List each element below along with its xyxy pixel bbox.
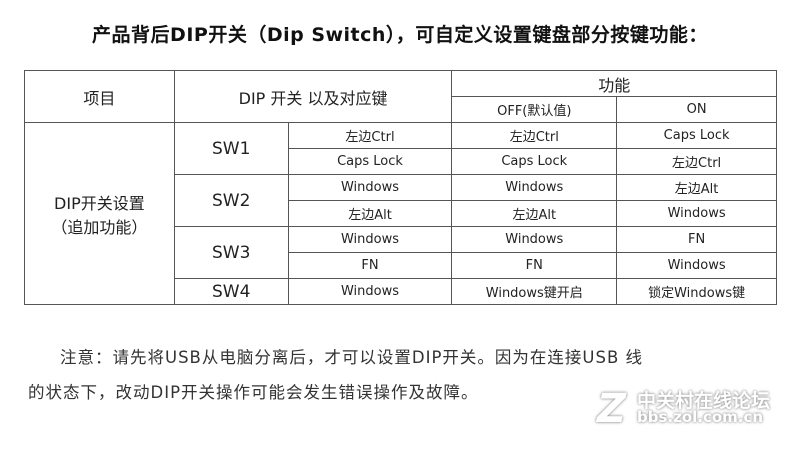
header-dip: DIP 开关 以及对应键 — [173, 70, 453, 123]
note-line1: 注意：请先将USB从电脑分离后，才可以设置DIP开关。因为在连接USB 线 — [60, 348, 644, 367]
switch-name: SW3 — [173, 226, 289, 279]
off-cell: Windows — [451, 226, 618, 253]
dip-switch-table: 项目 DIP 开关 以及对应键 功能 OFF(默认值) ON DIP开关设置 （追… — [24, 70, 777, 305]
off-cell: 左边Ctrl — [451, 122, 618, 149]
switch-name: SW4 — [173, 278, 289, 305]
key-cell: 左边Alt — [287, 200, 453, 227]
on-cell: Windows — [616, 200, 777, 227]
page-title: 产品背后DIP开关（Dip Switch），可自定义设置键盘部分按键功能： — [92, 24, 708, 46]
watermark-url: bbs.zol.com.cn — [637, 408, 764, 426]
off-cell: 左边Alt — [451, 200, 618, 227]
on-cell: 左边Alt — [616, 174, 777, 201]
key-cell: Windows — [287, 174, 453, 201]
key-cell: FN — [287, 252, 453, 279]
on-cell: FN — [616, 226, 777, 253]
key-cell: Windows — [287, 278, 453, 305]
key-cell: Windows — [287, 226, 453, 253]
key-cell: Caps Lock — [287, 148, 453, 175]
header-off: OFF(默认值) — [451, 96, 618, 123]
note-line2: 的状态下，改动DIP开关操作可能会发生错误操作及故障。 — [28, 383, 479, 402]
zol-logo-icon: Z — [597, 386, 627, 432]
off-cell: Windows — [451, 174, 618, 201]
header-on: ON — [616, 96, 777, 123]
off-cell: FN — [451, 252, 618, 279]
switch-name: SW2 — [173, 174, 289, 227]
group-line2: （追加功能） — [51, 217, 148, 237]
off-cell: Windows键开启 — [451, 278, 618, 305]
on-cell: 左边Ctrl — [616, 148, 777, 175]
on-cell: Caps Lock — [616, 122, 777, 149]
header-item: 项目 — [24, 70, 175, 123]
watermark-name: 中关村在线论坛 — [637, 390, 771, 412]
off-cell: Caps Lock — [451, 148, 618, 175]
group-line1: DIP开关设置 — [54, 193, 145, 213]
on-cell: Windows — [616, 252, 777, 279]
header-function: 功能 — [451, 70, 777, 97]
group-label: DIP开关设置 （追加功能） — [24, 122, 175, 305]
switch-name: SW1 — [173, 122, 289, 175]
key-cell: 左边Ctrl — [287, 122, 453, 149]
on-cell: 锁定Windows键 — [616, 278, 777, 305]
